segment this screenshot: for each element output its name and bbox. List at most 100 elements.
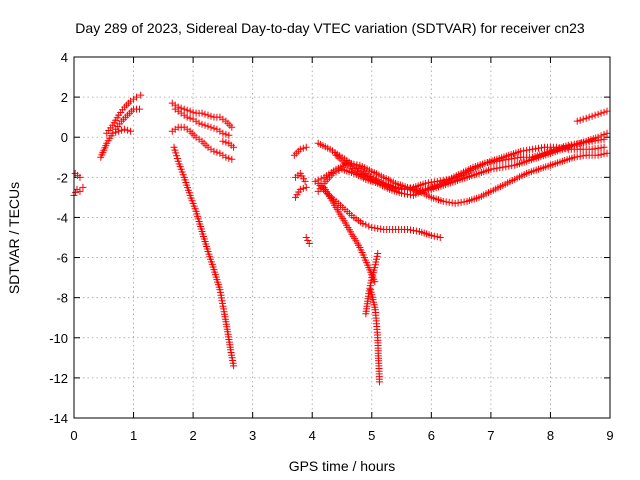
data-point-run bbox=[502, 162, 516, 171]
data-point-run bbox=[495, 152, 510, 162]
data-point bbox=[195, 119, 203, 127]
gridlines bbox=[74, 57, 610, 418]
data-point-run bbox=[406, 184, 421, 195]
data-point-run bbox=[98, 142, 110, 159]
data-point-run bbox=[364, 176, 379, 186]
data-point-run bbox=[537, 150, 552, 160]
data-point-run bbox=[357, 246, 372, 269]
data-point bbox=[603, 149, 611, 157]
data-point-run bbox=[211, 268, 223, 291]
data-point bbox=[76, 173, 84, 181]
data-point-run bbox=[382, 175, 397, 186]
data-point-run bbox=[117, 106, 127, 116]
data-point bbox=[427, 231, 435, 239]
data-point-run bbox=[430, 232, 441, 241]
x-tick-label: 7 bbox=[487, 428, 494, 443]
data-point-run bbox=[298, 172, 307, 183]
data-point-run bbox=[555, 142, 570, 152]
data-point-run bbox=[72, 188, 79, 196]
y-tick-label: -8 bbox=[56, 291, 68, 306]
data-point-run bbox=[340, 166, 355, 176]
data-point-run bbox=[582, 114, 590, 122]
data-point bbox=[451, 199, 459, 207]
data-point-run bbox=[367, 288, 376, 301]
data-point-run bbox=[573, 152, 587, 161]
data-point-run bbox=[600, 108, 608, 116]
data-point-run bbox=[401, 190, 414, 199]
data-point bbox=[296, 145, 304, 153]
y-tick-label: -4 bbox=[56, 210, 68, 225]
data-point bbox=[198, 109, 206, 117]
data-point-run bbox=[394, 180, 409, 191]
data-point bbox=[219, 137, 227, 145]
data-point-run bbox=[525, 154, 540, 164]
series-track-20 bbox=[320, 183, 379, 286]
data-point bbox=[302, 234, 310, 241]
data-point-run bbox=[345, 226, 362, 249]
data-point-run bbox=[597, 150, 608, 159]
data-point-run bbox=[183, 106, 191, 114]
data-point-run bbox=[594, 110, 602, 118]
data-point-run bbox=[520, 153, 534, 161]
data-point-run bbox=[543, 146, 558, 156]
data-point-run bbox=[343, 207, 356, 219]
data-point bbox=[579, 115, 587, 123]
data-point bbox=[230, 362, 238, 370]
data-point bbox=[594, 151, 602, 159]
data-point bbox=[207, 123, 215, 131]
y-tick-labels: -14 -12 -10 -8 -6 -4 -2 0 2 4 bbox=[49, 50, 68, 426]
series-track-06 bbox=[168, 99, 236, 131]
data-point bbox=[170, 143, 178, 151]
data-point bbox=[79, 183, 87, 191]
data-point-run bbox=[588, 112, 596, 120]
data-point bbox=[109, 129, 117, 137]
data-point-run bbox=[471, 160, 487, 170]
y-tick-label: -10 bbox=[49, 331, 68, 346]
data-point-run bbox=[477, 166, 492, 176]
data-point-run bbox=[210, 124, 218, 132]
data-point-run bbox=[436, 176, 450, 185]
y-tick-label: -12 bbox=[49, 371, 68, 386]
data-point-run bbox=[454, 174, 469, 184]
data-point-run bbox=[222, 130, 230, 138]
data-point-run bbox=[370, 176, 385, 186]
data-point-run bbox=[189, 108, 197, 116]
data-point-run bbox=[126, 107, 136, 117]
data-point-run bbox=[490, 164, 504, 173]
data-point-run bbox=[561, 154, 576, 164]
data-point-run bbox=[347, 160, 361, 169]
data-point-run bbox=[376, 181, 391, 192]
data-point bbox=[436, 234, 444, 241]
data-point-run bbox=[198, 120, 206, 128]
data-point-run bbox=[124, 126, 132, 134]
data-point bbox=[573, 117, 581, 125]
data-point-run bbox=[460, 165, 475, 176]
data-point-run bbox=[579, 138, 593, 147]
data-point bbox=[359, 219, 367, 227]
data-point-run bbox=[322, 186, 339, 209]
x-tick-label: 0 bbox=[70, 428, 77, 443]
data-point-run bbox=[105, 124, 115, 134]
data-point-run bbox=[579, 145, 593, 153]
data-point-run bbox=[207, 112, 215, 120]
data-point-run bbox=[334, 199, 347, 211]
data-point-run bbox=[465, 170, 481, 180]
data-point-run bbox=[370, 169, 385, 180]
x-tick-label: 8 bbox=[547, 428, 554, 443]
data-point bbox=[585, 113, 593, 121]
data-point-run bbox=[424, 182, 439, 193]
series-track-16 bbox=[332, 129, 611, 195]
data-point bbox=[591, 111, 599, 119]
data-point bbox=[137, 91, 145, 99]
data-point-run bbox=[221, 310, 231, 333]
series-track-12 bbox=[292, 169, 309, 185]
plot-frame bbox=[73, 56, 611, 419]
data-point-run bbox=[442, 198, 456, 207]
data-point-run bbox=[199, 230, 211, 253]
data-point-run bbox=[424, 178, 438, 187]
data-point-run bbox=[120, 113, 130, 123]
data-point-run bbox=[496, 156, 510, 165]
data-point-run bbox=[567, 145, 581, 153]
data-point-run bbox=[477, 189, 492, 200]
